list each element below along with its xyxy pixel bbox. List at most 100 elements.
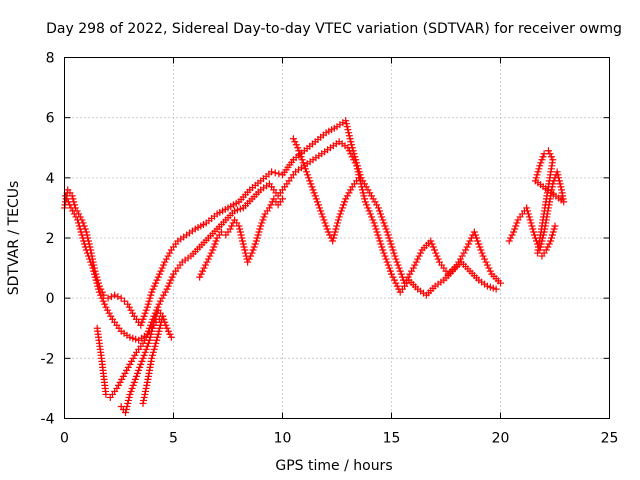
data-point: [474, 237, 482, 245]
data-point: [99, 297, 107, 305]
data-point: [393, 282, 401, 290]
data-point: [138, 318, 146, 326]
data-point: [76, 225, 84, 233]
data-point: [120, 297, 128, 305]
data-point: [137, 360, 145, 368]
data-point: [415, 252, 423, 260]
data-point: [93, 279, 101, 287]
data-point: [533, 171, 541, 179]
data-point: [482, 258, 490, 266]
data-point: [300, 162, 308, 170]
data-point: [152, 339, 160, 347]
data-point: [163, 285, 171, 293]
data-point: [240, 243, 248, 251]
x-tick-label: 20: [492, 431, 510, 447]
data-point: [156, 270, 164, 278]
y-tick-labels: -4 -2 0 2 4 6 8: [41, 51, 55, 428]
data-point: [146, 336, 154, 344]
data-point: [320, 216, 328, 224]
data-point: [125, 393, 133, 401]
data-point: [125, 303, 133, 311]
x-tick-label: 5: [169, 431, 178, 447]
data-point: [395, 264, 403, 272]
data-point: [345, 189, 353, 197]
data-point: [301, 165, 309, 173]
data-point: [105, 309, 113, 317]
data-point: [143, 381, 151, 389]
data-point: [366, 210, 374, 218]
data-point: [69, 207, 77, 215]
data-point: [121, 369, 129, 377]
data-point: [130, 378, 138, 386]
data-point: [329, 234, 337, 242]
data-point: [393, 258, 401, 266]
data-point: [291, 138, 299, 146]
data-point: [258, 219, 266, 227]
data-point: [359, 189, 367, 197]
series-track-c: [93, 312, 175, 401]
data-point: [313, 198, 321, 206]
data-point: [330, 231, 338, 239]
data-point: [199, 267, 207, 275]
data-point: [542, 246, 550, 254]
data-point: [138, 357, 146, 365]
data-point: [153, 276, 161, 284]
data-point: [317, 207, 325, 215]
data-point: [492, 285, 500, 293]
data-point: [344, 144, 352, 152]
data-point: [72, 213, 80, 221]
data-point: [149, 348, 157, 356]
data-point: [537, 159, 545, 167]
data-point: [361, 198, 369, 206]
data-point: [64, 198, 72, 206]
x-tick-label: 10: [274, 431, 292, 447]
data-point: [217, 228, 225, 236]
data-point: [348, 141, 356, 149]
data-point: [305, 174, 313, 182]
data-point: [557, 183, 565, 191]
data-point: [546, 150, 554, 158]
data-point: [134, 369, 142, 377]
data-point: [365, 207, 373, 215]
data-point: [117, 294, 125, 302]
data-point: [536, 162, 544, 170]
data-point: [113, 384, 121, 392]
data-point: [257, 222, 265, 230]
y-tick-label: 6: [46, 111, 55, 127]
data-point: [534, 168, 542, 176]
data-point: [466, 237, 474, 245]
x-tick-label: 0: [60, 431, 69, 447]
data-point: [160, 291, 168, 299]
data-point: [161, 258, 169, 266]
series-track-f: [289, 135, 363, 245]
data-point: [391, 252, 399, 260]
data-point: [392, 279, 400, 287]
data-point: [80, 237, 88, 245]
data-point: [377, 240, 385, 248]
data-point: [75, 222, 83, 230]
data-point: [485, 264, 493, 272]
data-point: [390, 276, 398, 284]
data-point: [383, 258, 391, 266]
data-point: [248, 249, 256, 257]
data-point: [144, 339, 152, 347]
data-point: [377, 210, 385, 218]
data-point: [132, 372, 140, 380]
data-point: [88, 261, 96, 269]
data-point: [389, 273, 397, 281]
data-point: [353, 162, 361, 170]
data-point: [129, 309, 137, 317]
data-point: [74, 219, 82, 227]
data-point: [385, 264, 393, 272]
data-point: [235, 222, 243, 230]
data-point: [259, 216, 267, 224]
y-tick-label: -2: [41, 351, 55, 367]
data-point: [92, 276, 100, 284]
data-point: [158, 315, 166, 323]
data-point: [511, 225, 519, 233]
data-point: [166, 249, 174, 257]
data-point: [302, 168, 310, 176]
data-point: [150, 282, 158, 290]
data-point: [131, 375, 139, 383]
data-point: [210, 243, 218, 251]
